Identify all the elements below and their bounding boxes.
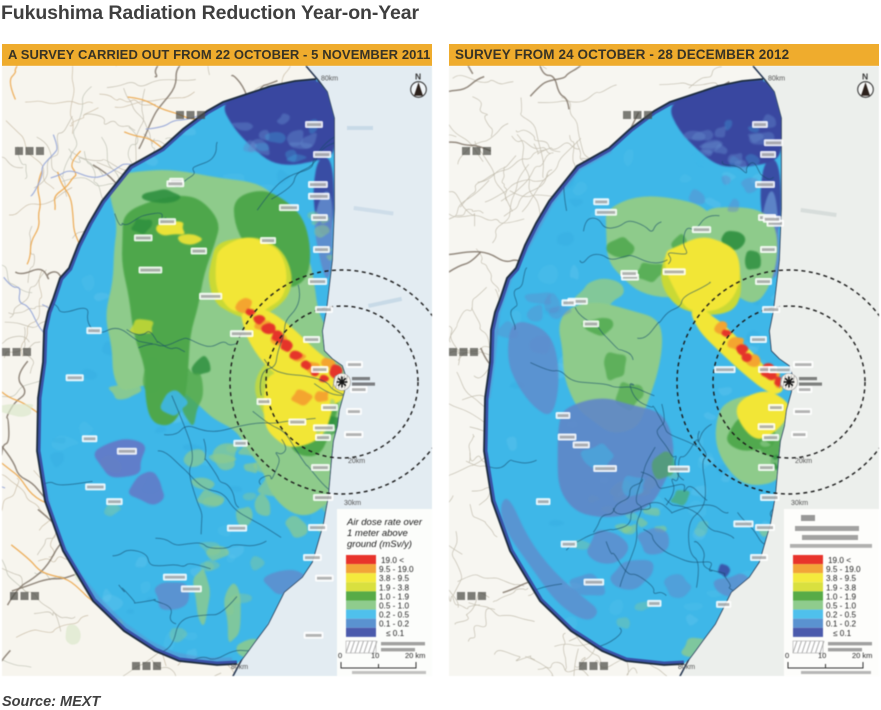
svg-text:19.0 <: 19.0 < (381, 556, 404, 565)
svg-text:9.5 - 19.0: 9.5 - 19.0 (826, 565, 861, 574)
svg-text:80km: 80km (321, 76, 338, 83)
svg-text:80km: 80km (678, 664, 695, 671)
svg-text:≤ 0.1: ≤ 0.1 (833, 629, 852, 638)
svg-text:0: 0 (338, 651, 342, 660)
svg-text:≤ 0.1: ≤ 0.1 (386, 629, 405, 638)
svg-text:10: 10 (371, 651, 379, 660)
svg-text:20km: 20km (795, 458, 812, 465)
svg-text:1 meter above: 1 meter above (347, 528, 408, 539)
svg-text:Air dose rate over: Air dose rate over (346, 517, 423, 528)
svg-text:9.5 - 19.0: 9.5 - 19.0 (379, 565, 414, 574)
svg-text:0.5 - 1.0: 0.5 - 1.0 (379, 602, 409, 611)
svg-text:0.2 - 0.5: 0.2 - 0.5 (379, 611, 409, 620)
svg-text:3.8 - 9.5: 3.8 - 9.5 (379, 574, 409, 583)
svg-text:N: N (415, 72, 421, 82)
svg-text:20 km: 20 km (852, 651, 872, 660)
svg-text:0.1 - 0.2: 0.1 - 0.2 (826, 620, 856, 629)
svg-text:80km: 80km (231, 664, 248, 671)
svg-text:1.0 - 1.9: 1.0 - 1.9 (826, 592, 856, 601)
svg-text:19.0 <: 19.0 < (828, 556, 851, 565)
svg-text:0.5 - 1.0: 0.5 - 1.0 (826, 602, 856, 611)
svg-text:3.8 - 9.5: 3.8 - 9.5 (826, 574, 856, 583)
svg-text:N: N (862, 72, 868, 82)
svg-text:30km: 30km (791, 500, 808, 507)
svg-text:1.0 - 1.9: 1.0 - 1.9 (379, 592, 409, 601)
svg-text:80km: 80km (768, 76, 785, 83)
svg-text:1.9 - 3.8: 1.9 - 3.8 (379, 583, 409, 592)
svg-text:20km: 20km (348, 458, 365, 465)
svg-text:10: 10 (818, 651, 826, 660)
svg-text:0: 0 (785, 651, 789, 660)
svg-text:1.9 - 3.8: 1.9 - 3.8 (826, 583, 856, 592)
svg-text:20 km: 20 km (405, 651, 425, 660)
svg-text:ground (mSv/y): ground (mSv/y) (347, 539, 412, 550)
svg-text:30km: 30km (344, 500, 361, 507)
svg-text:0.1 - 0.2: 0.1 - 0.2 (379, 620, 409, 629)
svg-text:0.2 - 0.5: 0.2 - 0.5 (826, 611, 856, 620)
